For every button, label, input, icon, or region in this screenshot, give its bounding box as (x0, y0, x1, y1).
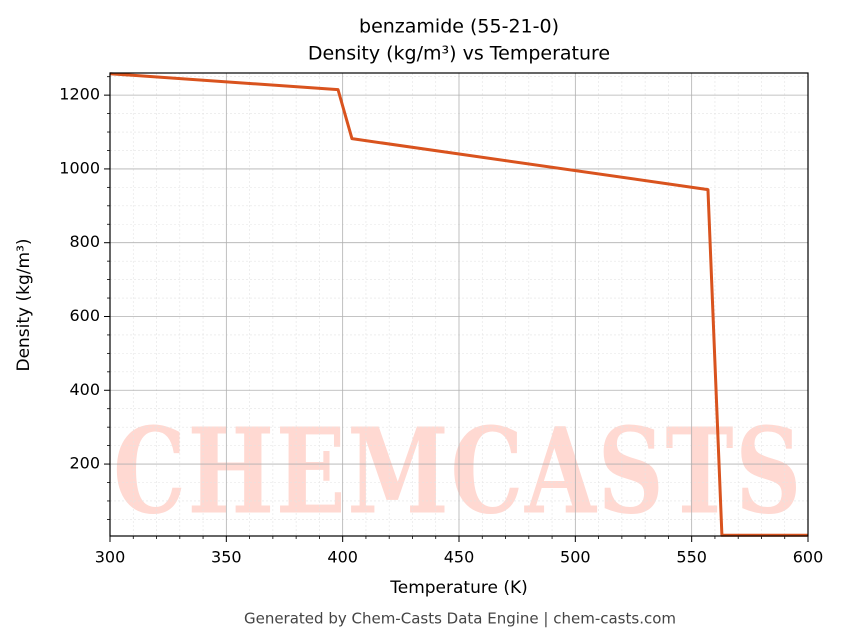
y-tick-label: 800 (69, 232, 100, 251)
y-tick-label: 1200 (59, 85, 100, 104)
chart-title: benzamide (55-21-0) (359, 16, 559, 38)
y-tick-label: 1000 (59, 158, 100, 177)
x-tick-label: 600 (793, 548, 824, 567)
y-tick-label: 400 (69, 380, 100, 399)
x-tick-label: 550 (676, 548, 707, 567)
data-line (109, 72, 808, 537)
x-tick-label: 300 (95, 548, 126, 567)
x-tick-label: 500 (560, 548, 591, 567)
y-tick-label: 200 (69, 454, 100, 473)
x-axis-label: Temperature (K) (389, 578, 528, 598)
y-tick-label: 600 (69, 306, 100, 325)
plot-frame (109, 72, 809, 537)
x-tick-label: 400 (327, 548, 358, 567)
watermark: CHEMCASTS (113, 402, 803, 541)
chart-subtitle: Density (kg/m³) vs Temperature (308, 43, 610, 65)
x-tick-label: 350 (211, 548, 242, 567)
y-axis-label: Density (kg/m³) (14, 238, 34, 371)
x-tick-label: 450 (444, 548, 475, 567)
footer: Generated by Chem-Casts Data Engine | ch… (244, 610, 676, 628)
